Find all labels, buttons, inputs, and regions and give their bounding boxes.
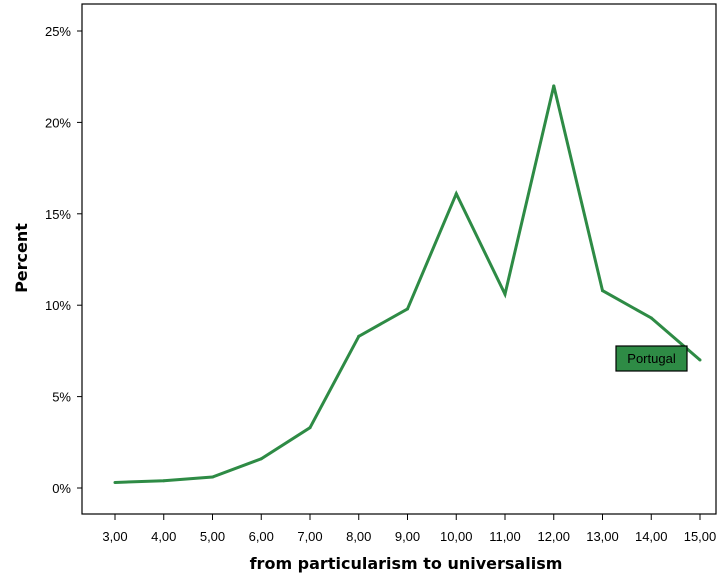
data-point [503, 292, 507, 296]
y-tick-label: 0% [52, 481, 71, 496]
data-point [162, 479, 166, 483]
y-axis-title: Percent [12, 223, 31, 293]
y-tick-label: 15% [45, 207, 71, 222]
plot-frame [81, 3, 717, 515]
x-tick-label: 11,00 [489, 529, 521, 544]
y-tick-label: 20% [45, 115, 71, 130]
y-axis-ticks: 0% 5% 10% 15% 20% 25% [45, 24, 82, 496]
y-tick-label: 5% [52, 390, 71, 405]
data-point [649, 316, 653, 320]
x-tick-label: 8,00 [346, 529, 371, 544]
series-layer: Portugal [113, 84, 702, 485]
x-axis-title: from particularism to universalism [250, 554, 563, 573]
x-tick-label: 6,00 [249, 529, 274, 544]
x-axis-ticks: 3,00 4,00 5,00 6,00 7,00 8,00 9,00 10,00 11,00 12… [102, 514, 716, 544]
data-point [406, 307, 409, 311]
data-point [308, 426, 312, 430]
x-tick-label: 4,00 [151, 529, 176, 544]
x-tick-label: 10,00 [440, 529, 473, 544]
x-tick-label: 12,00 [537, 529, 570, 544]
data-point [357, 334, 361, 338]
y-tick-label: 25% [45, 24, 71, 39]
y-tick-label: 10% [45, 298, 71, 313]
data-point [454, 192, 458, 196]
data-point [698, 358, 702, 362]
series-label-box [615, 345, 688, 372]
data-point [552, 84, 556, 88]
data-point [113, 481, 117, 485]
x-tick-label: 14,00 [635, 529, 668, 544]
series-label: Portugal [627, 351, 676, 366]
data-point [211, 475, 214, 479]
series-line [114, 85, 701, 484]
x-tick-label: 3,00 [102, 529, 127, 544]
x-tick-label: 5,00 [200, 529, 225, 544]
x-tick-label: 9,00 [395, 529, 420, 544]
x-tick-label: 13,00 [586, 529, 619, 544]
data-point [259, 457, 263, 461]
x-tick-label: 15,00 [684, 529, 717, 544]
data-point [601, 289, 604, 293]
x-tick-label: 7,00 [297, 529, 322, 544]
